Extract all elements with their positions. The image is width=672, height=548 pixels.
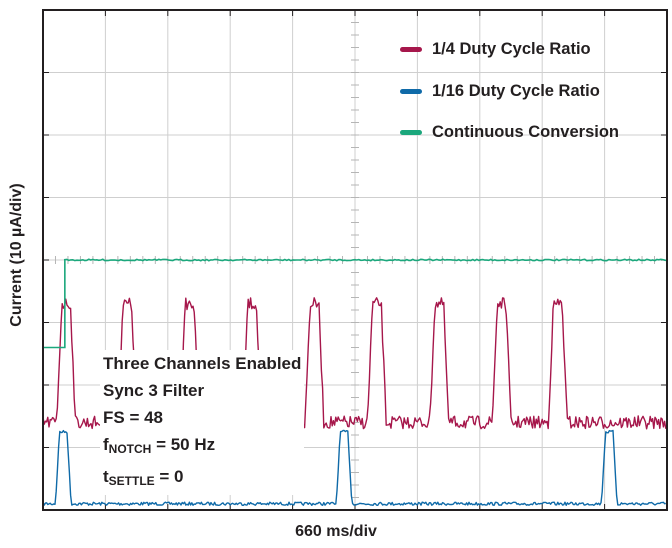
annotation-fs: FS = 48: [103, 408, 164, 427]
legend-label: Continuous Conversion: [432, 122, 619, 141]
legend-label: 1/16 Duty Cycle Ratio: [432, 81, 600, 100]
settings-annotation: Three Channels Enabled Sync 3 Filter FS …: [100, 350, 305, 495]
annotation-fnotch: fNOTCH = 50 Hz: [103, 435, 216, 456]
annotation-filter: Sync 3 Filter: [103, 381, 205, 400]
legend-label: 1/4 Duty Cycle Ratio: [432, 39, 591, 58]
legend-swatch-sixteenth-duty: [400, 88, 422, 94]
series-line-sixteenth-duty: [42, 429, 666, 506]
x-axis-label: 660 ms/div: [295, 523, 377, 540]
series-line-continuous: [43, 258, 667, 349]
legend-item-sixteenth-duty: 1/16 Duty Cycle Ratio: [400, 79, 600, 103]
annotation-channels: Three Channels Enabled: [103, 354, 302, 373]
legend-item-continuous: Continuous Conversion: [400, 120, 619, 144]
annotation-tsettle: tSETTLE = 0: [103, 467, 184, 488]
plot-frame: [42, 9, 668, 511]
y-axis-label: Current (10 µA/div): [8, 183, 25, 327]
legend-swatch-continuous: [400, 129, 422, 135]
legend-swatch-quarter-duty: [400, 46, 422, 52]
legend-item-quarter-duty: 1/4 Duty Cycle Ratio: [400, 37, 591, 61]
